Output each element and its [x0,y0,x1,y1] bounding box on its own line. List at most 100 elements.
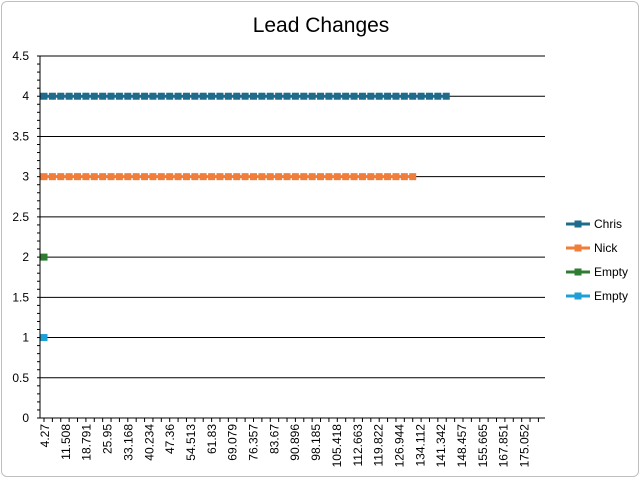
data-point [191,92,199,100]
data-point [241,173,249,181]
data-point [224,92,232,100]
x-tick-label: 98.185 [309,424,323,461]
data-point [224,173,232,181]
data-point [157,92,165,100]
y-tick-label: 3.5 [12,129,29,143]
x-tick-label: 90.896 [288,424,302,461]
x-axis-ticks: 4.27 11.508 18.791 25.95 33.168 40.234 47.36 54… [38,424,532,468]
data-point [300,173,308,181]
data-point [132,92,140,100]
data-point [308,92,316,100]
data-point [90,92,98,100]
x-tick-label: 105.418 [330,424,344,468]
data-point [392,173,400,181]
x-tick-label: 25.95 [101,424,115,454]
data-point [367,173,375,181]
data-point [291,173,299,181]
data-point [199,92,207,100]
data-point [233,173,241,181]
gridlines [40,55,545,379]
data-point [174,173,182,181]
data-point [384,173,392,181]
data-point [132,173,140,181]
data-point [409,92,417,100]
data-point [283,173,291,181]
legend-label: Nick [594,241,618,255]
data-point [425,92,433,100]
data-point [300,92,308,100]
data-point [82,92,90,100]
data-point [141,92,149,100]
data-point [375,92,383,100]
x-tick-label: 61.83 [205,424,219,454]
data-point [233,92,241,100]
data-point [57,92,65,100]
data-point [275,92,283,100]
data-point [166,173,174,181]
x-tick-label: 54.513 [184,424,198,461]
x-tick-label: 148.457 [455,424,469,468]
legend-swatch-marker [574,292,582,300]
x-tick-label: 83.67 [267,424,281,454]
x-tick-label: 33.168 [121,424,135,461]
data-point [65,173,73,181]
y-tick-label: 4 [22,89,29,103]
data-point [258,92,266,100]
x-tick-label: 141.342 [434,424,448,468]
y-tick-label: 1 [22,331,29,345]
y-tick-label: 2 [22,250,29,264]
data-point [283,92,291,100]
x-tick-label: 167.851 [497,424,511,468]
data-point [367,92,375,100]
data-point [266,173,274,181]
data-point [358,173,366,181]
data-point [141,173,149,181]
data-point [375,173,383,181]
chart-title: Lead Changes [253,14,390,37]
x-tick-label: 40.234 [142,424,156,461]
legend-item: Empty [566,289,628,303]
data-point [350,92,358,100]
legend-swatch-marker [574,244,582,252]
data-point [317,92,325,100]
y-tick-label: 2.5 [12,210,29,224]
x-tick-label: 155.665 [476,424,490,468]
data-point [409,173,417,181]
x-tick-label: 47.36 [163,424,177,454]
data-point [191,173,199,181]
data-point [241,92,249,100]
data-point [99,173,107,181]
data-point [149,173,157,181]
data-point [250,92,257,100]
data-point [199,173,207,181]
data-point [333,173,341,181]
data-point [99,92,107,100]
y-tick-label: 0 [22,411,29,425]
legend-label: Empty [594,289,628,303]
data-point [342,92,350,100]
axes [37,55,545,422]
legend-item: Chris [566,217,622,231]
legend: Chris Nick Empty Empty [566,217,628,303]
data-point [325,92,333,100]
data-point [350,173,358,181]
data-point [250,173,257,181]
data-point [400,92,408,100]
data-point [57,173,65,181]
series [40,92,450,342]
data-point [124,92,132,100]
data-point [40,92,48,100]
y-tick-label: 1.5 [12,290,29,304]
x-tick-label: 69.079 [226,424,240,461]
x-tick-label: 4.27 [38,424,52,448]
series-2 [40,253,48,261]
x-tick-label: 119.822 [372,424,386,467]
data-point [65,92,73,100]
data-point [149,92,157,100]
x-tick-label: 112.663 [351,424,365,467]
data-point [74,173,82,181]
series-3 [40,334,48,342]
data-point [392,92,400,100]
data-point [317,173,325,181]
